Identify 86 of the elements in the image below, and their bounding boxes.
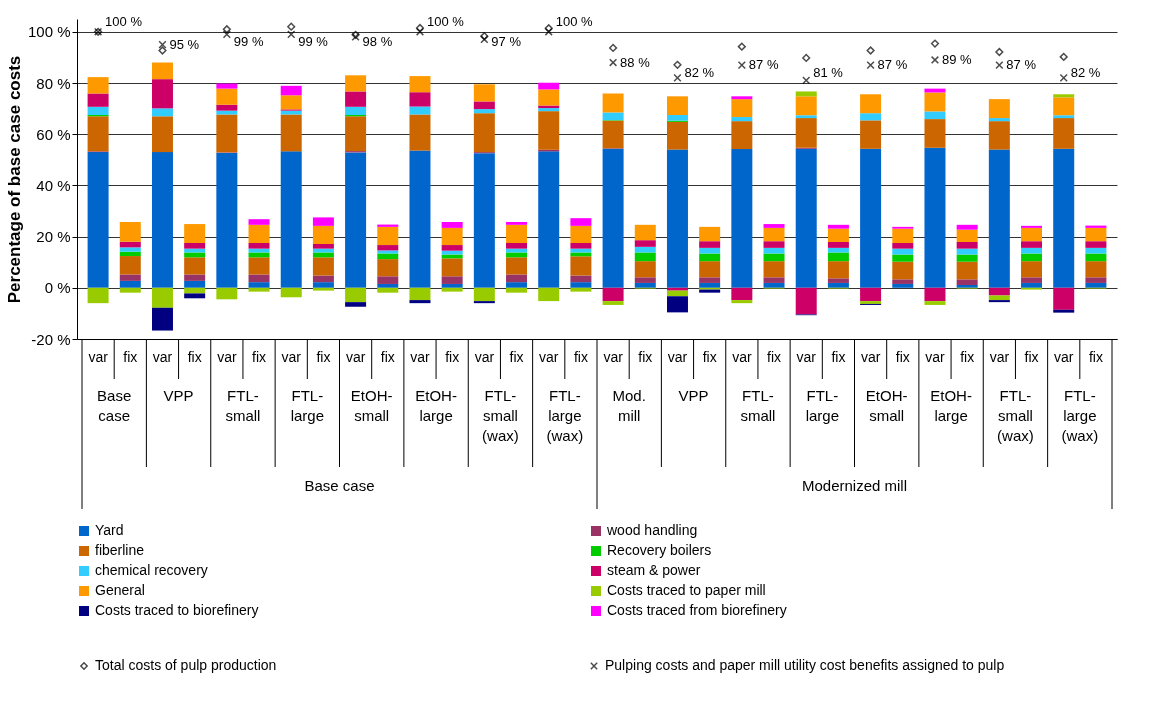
- y-tick-label: 100 %: [27, 23, 71, 41]
- x-tick-label: var: [538, 349, 559, 365]
- legend-label: chemical recovery: [95, 562, 208, 578]
- y-tick-label: 80 %: [36, 74, 71, 92]
- x-tick-label: fix: [960, 349, 975, 365]
- legend-label: Pulping costs and paper mill utility cost benefits assigned to pulp: [605, 657, 1005, 673]
- y-tick-label: 0 %: [44, 279, 71, 297]
- x-tick-label: var: [474, 349, 495, 365]
- data-label: 98 %: [362, 33, 393, 49]
- legend-label: Recovery boilers: [607, 542, 712, 558]
- x-tick-label: fix: [252, 349, 267, 365]
- x-tick-label: var: [796, 349, 817, 365]
- legend-label: General: [95, 582, 145, 598]
- x-tick-label: var: [667, 349, 688, 365]
- text: FTL-small: [740, 387, 776, 424]
- text: EtOH-small: [350, 387, 393, 424]
- x-tick-label: fix: [638, 349, 653, 365]
- data-label: 87 %: [748, 57, 779, 73]
- legend-label: Costs traced to biorefinery: [95, 602, 259, 618]
- data-label: 97 %: [491, 33, 522, 49]
- legend-label: Yard: [95, 522, 124, 538]
- x-tick-label: var: [152, 349, 173, 365]
- legend-label: wood handling: [606, 522, 698, 538]
- legend-label: Total costs of pulp production: [95, 657, 277, 673]
- text: Mod. mill: [612, 387, 646, 424]
- legend-label: fiberline: [95, 542, 145, 558]
- y-tick-label: 40 %: [36, 176, 71, 194]
- data-label: 87 %: [1006, 57, 1037, 73]
- data-label: 100 %: [426, 13, 465, 29]
- text: FTL-large: [805, 387, 839, 424]
- legend-label: steam & power: [607, 562, 701, 578]
- x-tick-label: var: [989, 349, 1010, 365]
- legend-label: Costs traced to paper mill: [607, 582, 766, 598]
- x-tick-label: var: [345, 349, 366, 365]
- x-tick-label: var: [410, 349, 431, 365]
- x-tick-label: var: [925, 349, 946, 365]
- text: FTL-large: [290, 387, 324, 424]
- x-tick-label: fix: [767, 349, 782, 365]
- data-label: 81 %: [813, 65, 844, 80]
- data-label: 88 %: [620, 54, 651, 70]
- data-label: 87 %: [877, 57, 908, 73]
- legend-label: Costs traced from biorefinery: [607, 602, 787, 618]
- x-tick-label: fix: [895, 349, 910, 365]
- data-label: 100 %: [105, 13, 143, 29]
- text: FTL-large (wax): [1061, 387, 1099, 444]
- text: EtOH-small: [865, 387, 908, 424]
- x-tick-label: fix: [702, 349, 717, 365]
- text: Base case: [97, 387, 132, 424]
- x-tick-label: fix: [380, 349, 395, 365]
- data-label: 100 %: [555, 13, 594, 29]
- x-tick-label: var: [603, 349, 624, 365]
- x-tick-label: fix: [316, 349, 331, 365]
- x-tick-label: fix: [1088, 349, 1103, 365]
- x-tick-label: fix: [445, 349, 460, 365]
- text: FTL-small: [225, 387, 261, 424]
- text: FTL-small (wax): [997, 387, 1034, 444]
- x-tick-label: fix: [831, 349, 846, 365]
- x-tick-label: fix: [1024, 349, 1039, 365]
- x-tick-label: var: [732, 349, 752, 365]
- x-tick-label: fix: [123, 349, 138, 365]
- x-tick-label: var: [281, 349, 302, 365]
- text: Base case: [304, 477, 375, 494]
- x-tick-label: var: [860, 349, 881, 365]
- x-tick-label: var: [1053, 349, 1074, 365]
- y-axis-title: Percentage of base case costs: [4, 55, 24, 304]
- text: VPP: [678, 387, 709, 404]
- text: EtOH-large: [415, 387, 457, 424]
- text: Modernized mill: [801, 477, 908, 494]
- data-label: 89 %: [941, 51, 973, 67]
- data-label: 99 %: [298, 33, 329, 49]
- x-tick-label: var: [217, 349, 237, 365]
- x-tick-label: fix: [187, 349, 202, 365]
- data-label: 99 %: [233, 33, 264, 49]
- data-label: 82 %: [1070, 65, 1101, 80]
- y-tick-label: -20 %: [31, 330, 71, 348]
- text: VPP: [163, 387, 194, 404]
- x-tick-label: fix: [573, 349, 588, 365]
- text: FTL-large (wax): [546, 387, 584, 444]
- x-tick-label: var: [88, 349, 109, 365]
- x-tick-label: fix: [509, 349, 524, 365]
- text: EtOH-large: [930, 387, 972, 424]
- y-tick-label: 20 %: [36, 228, 71, 246]
- y-tick-label: 60 %: [36, 125, 71, 143]
- data-label: 82 %: [684, 65, 715, 80]
- text: FTL-small (wax): [482, 387, 519, 444]
- data-label: 95 %: [169, 36, 200, 52]
